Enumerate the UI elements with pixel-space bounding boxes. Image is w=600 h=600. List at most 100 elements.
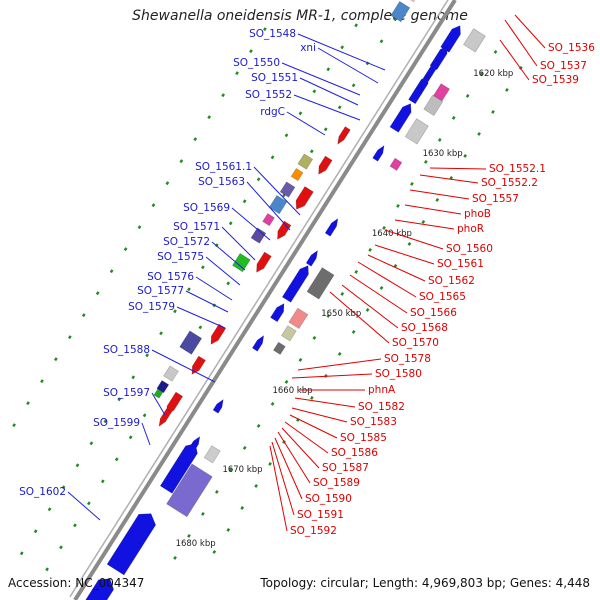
gene-label-right[interactable]: SO_1592 [290, 525, 337, 537]
gene-label-right[interactable]: SO_1560 [446, 243, 493, 255]
gene-label-left[interactable]: SO_1588 [103, 344, 150, 356]
gene-label-right[interactable]: SO_1565 [419, 291, 466, 303]
reverse-gene[interactable] [318, 155, 333, 175]
gene-label-left[interactable]: SO_1563 [198, 176, 245, 188]
leader-line [141, 422, 151, 446]
reverse-gene[interactable] [166, 391, 184, 415]
forward-feature[interactable] [389, 157, 403, 171]
reverse-feature[interactable] [290, 168, 304, 182]
gene-label-right[interactable]: SO_1562 [428, 275, 475, 287]
leader-line [221, 226, 256, 261]
forward-feature[interactable] [463, 28, 486, 53]
gene-label-right[interactable]: SO_1537 [540, 60, 587, 72]
forward-gene[interactable] [324, 217, 339, 237]
gene-label-left[interactable]: SO_1550 [233, 57, 280, 69]
gene-label-left[interactable]: SO_1571 [173, 221, 220, 233]
gene-label-right[interactable]: SO_1568 [401, 322, 448, 334]
reverse-feature[interactable] [403, 0, 422, 3]
reverse-gene[interactable] [191, 355, 206, 375]
gene-label-right[interactable]: SO_1582 [358, 401, 405, 413]
tick-mark [298, 357, 303, 362]
reverse-feature[interactable] [232, 252, 251, 273]
reverse-gene[interactable] [210, 323, 227, 345]
gene-label-left[interactable]: SO_1597 [103, 387, 150, 399]
gene-label-right[interactable]: SO_1539 [532, 74, 579, 86]
forward-feature[interactable] [306, 267, 335, 300]
gene-label-left[interactable]: SO_1602 [19, 486, 66, 498]
forward-feature[interactable] [423, 94, 444, 116]
leader-line [211, 241, 246, 271]
forward-gene[interactable] [408, 85, 423, 105]
gene-label-right[interactable]: SO_1585 [340, 432, 387, 444]
gene-label-left[interactable]: SO_1577 [137, 285, 184, 297]
gene-label-left[interactable]: xni [300, 42, 316, 54]
gene-label-right[interactable]: SO_1557 [472, 193, 519, 205]
gene-label-right[interactable]: SO_1570 [392, 337, 439, 349]
reverse-gene[interactable] [277, 220, 292, 240]
forward-gene[interactable] [305, 249, 318, 267]
reverse-feature[interactable] [390, 0, 411, 23]
forward-feature[interactable] [166, 463, 213, 518]
gene-label-right[interactable]: phoR [457, 223, 484, 235]
reverse-feature[interactable] [262, 213, 275, 227]
forward-feature[interactable] [433, 83, 450, 102]
reverse-gene[interactable] [295, 186, 314, 210]
forward-gene[interactable] [281, 265, 309, 303]
gene-label-right[interactable]: SO_1590 [305, 493, 352, 505]
forward-gene[interactable] [389, 103, 412, 133]
gene-label-left[interactable]: SO_1552 [245, 89, 292, 101]
gene-label-left[interactable]: rdgC [260, 106, 285, 118]
gene-label-left[interactable]: SO_1551 [251, 72, 298, 84]
forward-gene[interactable] [159, 443, 198, 494]
gene-label-right[interactable]: SO_1536 [548, 42, 595, 54]
reverse-feature[interactable] [297, 153, 314, 170]
gene-label-right[interactable]: SO_1578 [384, 353, 431, 365]
gene-label-left[interactable]: SO_1548 [249, 28, 296, 40]
forward-feature[interactable] [281, 325, 297, 342]
gene-label-left[interactable]: SO_1579 [128, 301, 175, 313]
leader-line [341, 284, 399, 329]
gene-label-right[interactable]: SO_1583 [350, 416, 397, 428]
reverse-gene[interactable] [158, 408, 173, 427]
forward-gene[interactable] [440, 25, 461, 53]
forward-feature[interactable] [404, 118, 429, 145]
gene-label-right[interactable]: phoB [464, 208, 491, 220]
reverse-feature[interactable] [153, 388, 164, 399]
gene-label-right[interactable]: SO_1566 [410, 307, 457, 319]
reverse-feature[interactable] [268, 194, 288, 215]
tick-mark [354, 23, 358, 28]
gene-label-left[interactable]: SO_1569 [183, 202, 230, 214]
gene-label-left[interactable]: SO_1572 [163, 236, 210, 248]
forward-gene[interactable] [85, 578, 114, 600]
tick-mark [379, 286, 384, 290]
reverse-gene[interactable] [256, 251, 272, 273]
gene-label-right[interactable]: SO_1591 [297, 509, 344, 521]
forward-feature[interactable] [288, 307, 309, 329]
forward-gene[interactable] [212, 398, 224, 414]
reverse-feature[interactable] [163, 365, 179, 382]
gene-label-left[interactable]: SO_1599 [93, 417, 140, 429]
gene-label-right[interactable]: phnA [368, 384, 396, 396]
forward-gene[interactable] [372, 144, 385, 162]
gene-label-right[interactable]: SO_1561 [437, 258, 484, 270]
reverse-gene[interactable] [337, 126, 351, 145]
tick-mark [179, 159, 184, 164]
forward-gene[interactable] [251, 334, 265, 352]
reverse-feature[interactable] [250, 227, 267, 244]
forward-feature[interactable] [203, 445, 221, 464]
reverse-feature[interactable] [179, 330, 203, 355]
gene-label-right[interactable]: SO_1586 [331, 447, 378, 459]
reverse-feature[interactable] [279, 181, 296, 198]
gene-label-right[interactable]: SO_1552.2 [481, 177, 538, 189]
gene-label-right[interactable]: SO_1552.1 [489, 163, 546, 175]
gene-label-right[interactable]: SO_1589 [313, 477, 360, 489]
gene-label-right[interactable]: SO_1580 [375, 368, 422, 380]
leader-line [291, 407, 348, 423]
gene-label-left[interactable]: SO_1576 [147, 271, 194, 283]
forward-gene[interactable] [270, 303, 285, 323]
forward-gene[interactable] [106, 513, 156, 576]
gene-label-left[interactable]: SO_1561.1 [195, 161, 252, 173]
gene-label-right[interactable]: SO_1587 [322, 462, 369, 474]
gene-label-left[interactable]: SO_1575 [157, 251, 204, 263]
forward-feature[interactable] [273, 341, 286, 355]
